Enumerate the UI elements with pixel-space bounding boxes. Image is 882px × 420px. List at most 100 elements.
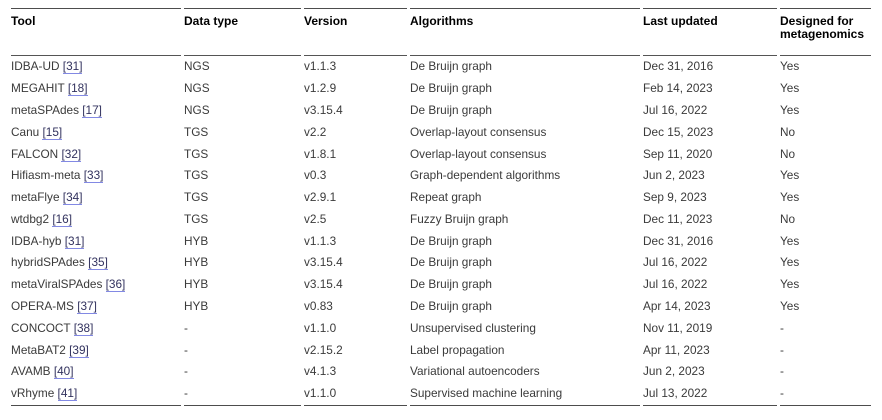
tool-name: vRhyme [11, 386, 55, 401]
algorithms-cell: Variational autoencoders [410, 364, 540, 379]
table-row: vRhyme [41] - v1.1.0 Supervised machine … [11, 383, 871, 406]
tool-cell: MEGAHIT [18] [11, 78, 181, 100]
version-cell: v1.8.1 [304, 146, 337, 161]
col-header-version: Version [304, 8, 407, 56]
tool-name: FALCON [11, 146, 59, 161]
designed-cell: Yes [780, 81, 800, 96]
tool-name: metaViralSPAdes [11, 277, 103, 292]
designed-cell: No [780, 146, 796, 161]
table-row: IDBA-hyb [31] HYB v1.1.3 De Bruijn graph… [11, 230, 871, 252]
citation-link[interactable]: [17] [82, 102, 102, 118]
citation-link[interactable]: [31] [62, 59, 83, 75]
algorithms-cell: Unsupervised clustering [410, 320, 536, 335]
designed-cell: Yes [780, 190, 800, 205]
last-updated-cell: Jul 16, 2022 [643, 277, 708, 292]
table-row: MEGAHIT [18] NGS v1.2.9 De Bruijn graph … [11, 78, 871, 100]
citation-link[interactable]: [39] [69, 342, 89, 358]
tool-name: CONCOCT [11, 320, 71, 335]
table-row: hybridSPAdes [35] HYB v3.15.4 De Bruijn … [11, 252, 871, 274]
table-row: wtdbg2 [16] TGS v2.5 Fuzzy Bruijn graph … [11, 208, 871, 230]
tool-name: MetaBAT2 [11, 342, 66, 357]
table-row: IDBA-UD [31] NGS v1.1.3 De Bruijn graph … [11, 56, 871, 78]
citation-link[interactable]: [33] [83, 168, 104, 184]
tool-cell: hybridSPAdes [35] [11, 252, 181, 274]
designed-cell: - [780, 383, 871, 406]
algorithms-cell: De Bruijn graph [410, 102, 492, 117]
citation-link[interactable]: [37] [77, 298, 97, 314]
data-type-cell: HYB [184, 255, 209, 270]
citation-link[interactable]: [34] [62, 190, 83, 206]
version-cell: v2.5 [304, 211, 327, 226]
tool-cell: OPERA-MS [37] [11, 296, 181, 318]
table-row: metaViralSPAdes [36] HYB v3.15.4 De Brui… [11, 274, 871, 296]
citation-link[interactable]: [35] [88, 255, 108, 271]
data-type-cell: HYB [184, 233, 209, 248]
last-updated-cell: Jul 16, 2022 [643, 102, 708, 117]
tool-cell: IDBA-UD [31] [11, 56, 181, 78]
last-updated-cell: Jul 16, 2022 [643, 255, 708, 270]
designed-cell: - [780, 320, 784, 335]
algorithms-cell: Overlap-layout consensus [410, 146, 547, 161]
table-row: OPERA-MS [37] HYB v0.83 De Bruijn graph … [11, 296, 871, 318]
algorithms-cell: De Bruijn graph [410, 81, 492, 96]
tool-name: AVAMB [11, 364, 51, 379]
citation-link[interactable]: [16] [52, 211, 73, 227]
table-row: Canu [15] TGS v2.2 Overlap-layout consen… [11, 121, 871, 143]
table-row: MetaBAT2 [39] - v2.15.2 Label propagatio… [11, 339, 871, 361]
tool-name: MEGAHIT [11, 81, 65, 96]
version-cell: v2.9.1 [304, 190, 337, 205]
table-row: CONCOCT [38] - v1.1.0 Unsupervised clust… [11, 317, 871, 339]
tool-cell: metaViralSPAdes [36] [11, 274, 181, 296]
version-cell: v4.1.3 [304, 364, 337, 379]
last-updated-cell: Apr 14, 2023 [643, 298, 711, 313]
tool-name: wtdbg2 [11, 211, 50, 226]
designed-cell: Yes [780, 255, 800, 270]
last-updated-cell: Jun 2, 2023 [643, 168, 705, 183]
algorithms-cell: De Bruijn graph [410, 255, 492, 270]
citation-link[interactable]: [36] [105, 277, 126, 293]
version-cell: v2.2 [304, 124, 327, 139]
table-row: FALCON [32] TGS v1.8.1 Overlap-layout co… [11, 143, 871, 165]
tool-name: metaSPAdes [11, 102, 79, 117]
last-updated-cell: Apr 11, 2023 [643, 342, 710, 357]
data-type-cell: TGS [184, 211, 209, 226]
version-cell: v0.3 [304, 168, 327, 183]
data-type-cell: HYB [184, 277, 209, 292]
version-cell: v3.15.4 [304, 255, 343, 270]
designed-cell: Yes [780, 277, 800, 292]
version-cell: v2.15.2 [304, 342, 343, 357]
algorithms-cell: De Bruijn graph [410, 277, 492, 292]
tool-cell: IDBA-hyb [31] [11, 230, 181, 252]
citation-link[interactable]: [18] [67, 81, 88, 97]
data-type-cell: NGS [184, 102, 210, 117]
version-cell: v1.1.0 [304, 320, 337, 335]
citation-link[interactable]: [32] [61, 146, 82, 162]
tool-cell: FALCON [32] [11, 143, 181, 165]
version-cell: v1.2.9 [304, 81, 337, 96]
table-row: Hifiasm-meta [33] TGS v0.3 Graph-depende… [11, 165, 871, 187]
data-type-cell: TGS [184, 168, 209, 183]
citation-link[interactable]: [40] [53, 364, 74, 380]
designed-cell: - [780, 364, 784, 379]
citation-link[interactable]: [41] [57, 386, 78, 402]
algorithms-cell: Label propagation [410, 342, 505, 357]
citation-link[interactable]: [38] [73, 320, 94, 336]
data-type-cell: TGS [184, 146, 209, 161]
data-type-cell: NGS [184, 59, 210, 74]
tool-name: hybridSPAdes [11, 255, 85, 270]
tool-name: metaFlye [11, 190, 60, 205]
designed-cell: Yes [780, 233, 800, 248]
last-updated-cell: Jun 2, 2023 [643, 364, 705, 379]
last-updated-cell: Dec 11, 2023 [643, 211, 713, 226]
table-row: metaSPAdes [17] NGS v3.15.4 De Bruijn gr… [11, 100, 871, 122]
citation-link[interactable]: [15] [42, 124, 63, 140]
col-header-algorithms: Algorithms [410, 8, 640, 56]
algorithms-cell: De Bruijn graph [410, 233, 492, 248]
tool-name: Hifiasm-meta [11, 168, 81, 183]
citation-link[interactable]: [31] [64, 233, 85, 249]
version-cell: v1.1.3 [304, 59, 337, 74]
version-cell: v3.15.4 [304, 277, 343, 292]
designed-cell: Yes [780, 168, 800, 183]
table-row: AVAMB [40] - v4.1.3 Variational autoenco… [11, 361, 871, 383]
